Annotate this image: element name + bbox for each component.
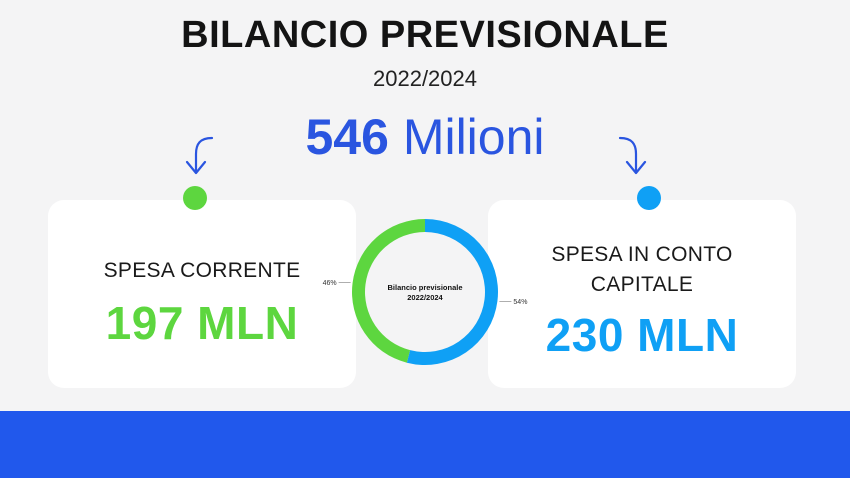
- page-subtitle: 2022/2024: [373, 66, 477, 91]
- card-value-spesa-conto-capitale: 230 MLN: [545, 309, 739, 361]
- arrow-down-left-icon: [185, 136, 214, 175]
- card-label-line2: CAPITALE: [590, 273, 694, 296]
- donut-slice-1: [352, 219, 425, 363]
- card-value-spesa-corrente: 197 MLN: [105, 297, 299, 349]
- donut-slice-label-1: 46%: [323, 280, 337, 287]
- card-label-spesa-conto-capitale: SPESA IN CONTO CAPITALE: [488, 240, 796, 300]
- page-title: BILANCIO PREVISIONALE: [181, 14, 669, 56]
- donut-center-label-line1: Bilancio previsionale: [387, 283, 462, 292]
- card-label-line1: SPESA IN CONTO: [551, 243, 733, 266]
- card-label-spesa-corrente: SPESA CORRENTE: [103, 259, 301, 282]
- total-amount: 546 Milioni: [0, 108, 850, 166]
- footer-band: [0, 411, 850, 478]
- blue-dot-icon: [637, 186, 661, 210]
- donut-slice-0: [406, 219, 498, 365]
- green-dot-icon: [183, 186, 207, 210]
- donut-center-label-line2: 2022/2024: [407, 293, 443, 302]
- card-spesa-conto-capitale: SPESA IN CONTO CAPITALE 230 MLN: [488, 200, 796, 388]
- arrow-down-right-icon: [618, 136, 647, 175]
- card-spesa-corrente: SPESA CORRENTE 197 MLN: [48, 200, 356, 388]
- total-unit: Milioni: [402, 109, 545, 165]
- total-number: 546: [305, 109, 389, 165]
- donut-slice-label-0: 54%: [513, 299, 527, 306]
